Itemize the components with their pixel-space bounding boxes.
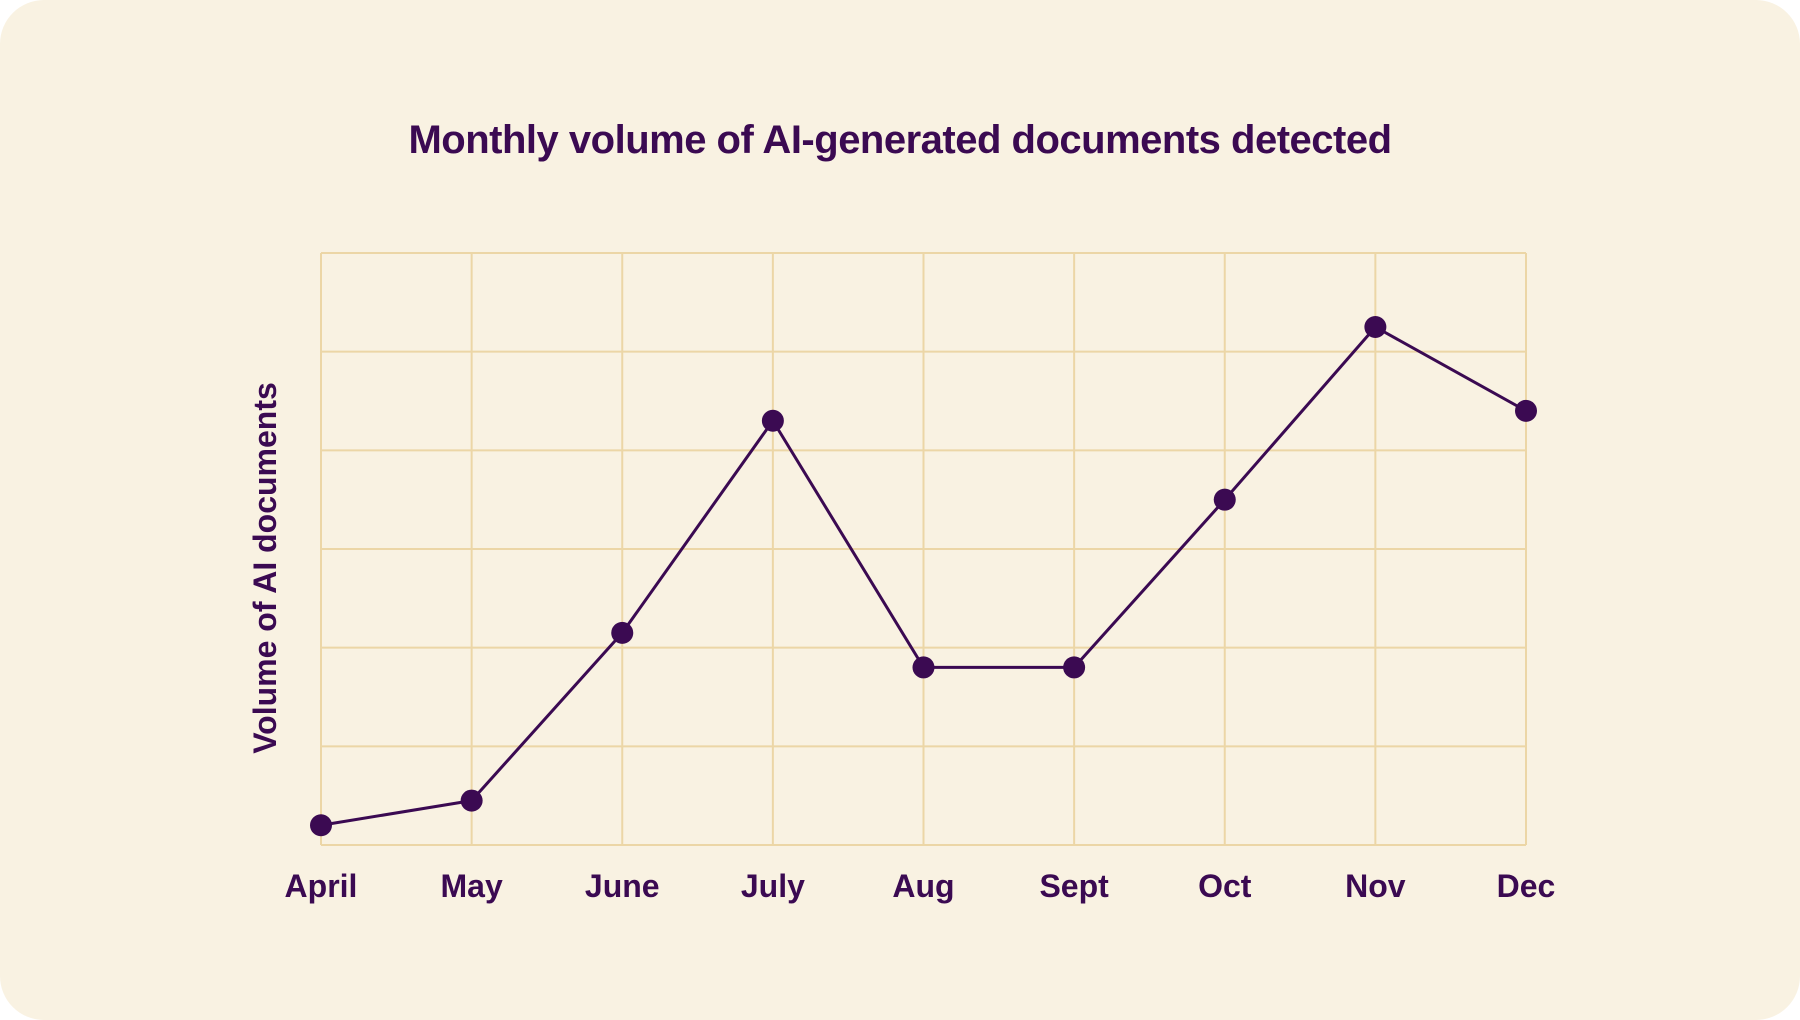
y-axis-label: Volume of AI documents [247,382,283,754]
x-tick-label: Nov [1345,868,1406,904]
data-point [1364,316,1387,338]
data-point [761,409,784,432]
x-tick-label: July [741,868,805,904]
x-tick-label: May [441,868,503,904]
x-tick-label: Aug [892,868,954,904]
data-point [1063,656,1086,679]
chart-title: Monthly volume of AI-generated documents… [408,118,1392,162]
x-tick-label: Oct [1198,868,1252,904]
data-point [611,621,634,644]
data-point [1515,399,1537,422]
x-tick-label: Dec [1497,868,1556,904]
x-tick-label: Sept [1039,868,1109,904]
data-points [310,316,1537,837]
x-tick-label: April [285,868,358,904]
x-tick-label: June [585,868,660,904]
data-point [310,814,332,837]
data-point [912,656,935,679]
data-point [1213,488,1236,511]
x-tick-labels: April May June July Aug Sept Oct Nov Dec [285,868,1556,904]
data-point [460,789,483,812]
grid [320,252,1527,846]
